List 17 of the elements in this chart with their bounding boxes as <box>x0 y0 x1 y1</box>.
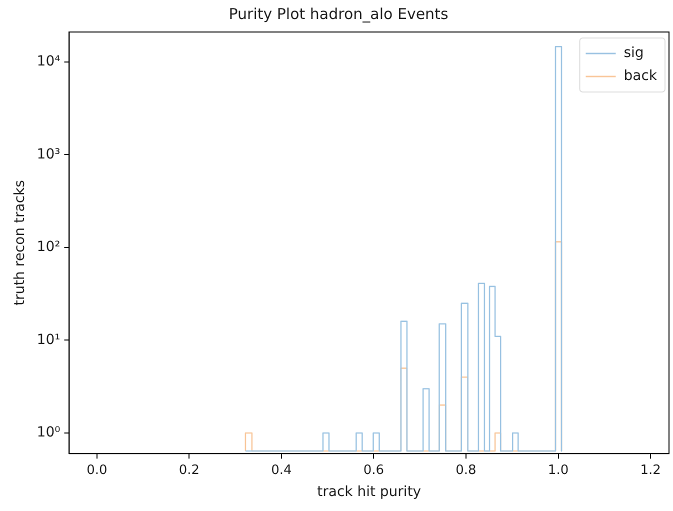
legend-label: back <box>624 68 658 84</box>
y-tick-label: 10⁰ <box>36 424 61 441</box>
y-tick-label: 10¹ <box>36 332 60 348</box>
x-tick-label: 1.2 <box>640 462 661 478</box>
x-tick-label: 0.2 <box>178 462 200 478</box>
y-tick-label: 10² <box>36 239 60 256</box>
y-axis-title: truth recon tracks <box>12 180 28 306</box>
y-tick-label: 10³ <box>36 146 60 162</box>
legend-label: sig <box>624 45 644 62</box>
x-axis-title: track hit purity <box>317 484 422 500</box>
x-tick-label: 0.8 <box>456 462 476 478</box>
x-tick-label: 0.6 <box>363 462 384 478</box>
x-tick-label: 0.0 <box>86 462 108 478</box>
chart-title: Purity Plot hadron_alo Events <box>228 4 448 23</box>
y-tick-label: 10⁴ <box>36 54 61 70</box>
x-tick-label: 0.4 <box>271 462 292 478</box>
x-tick-label: 1.0 <box>548 462 569 478</box>
